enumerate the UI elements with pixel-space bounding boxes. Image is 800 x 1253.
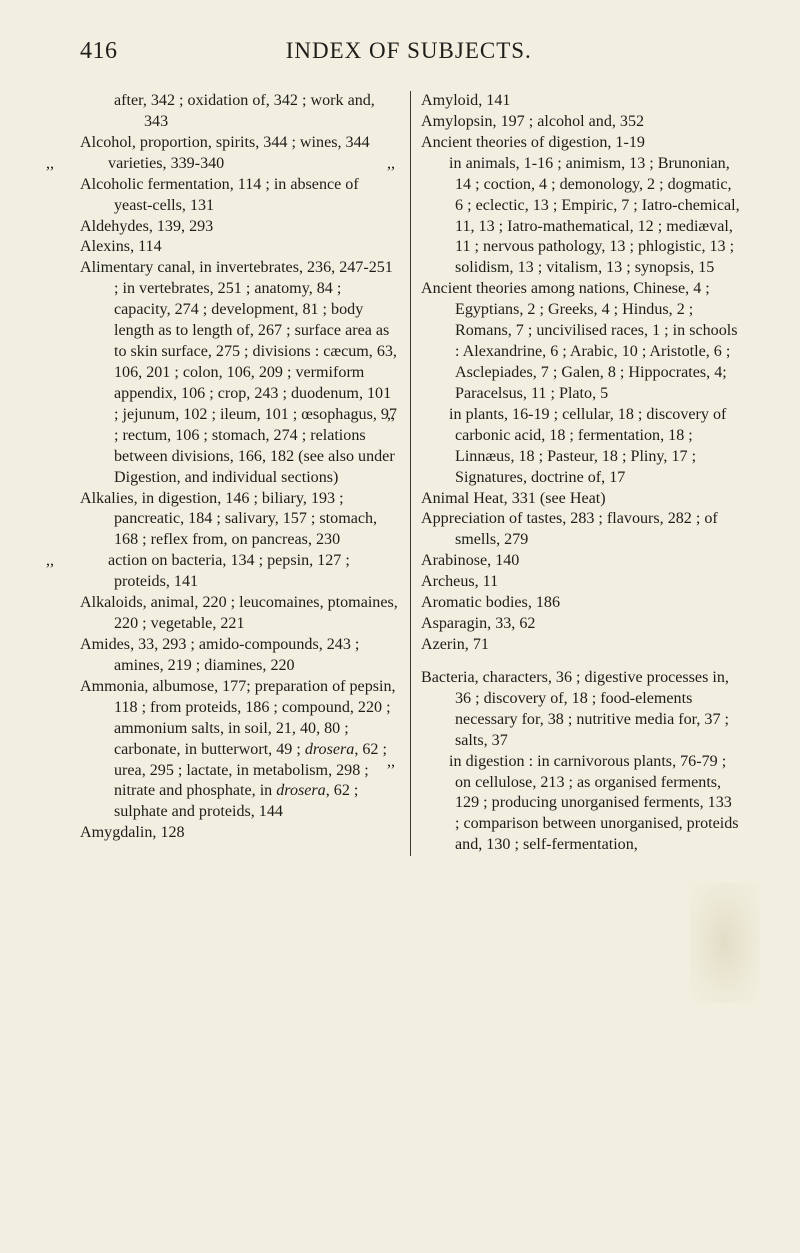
- index-entry: Alkalies, in digestion, 146 ; biliary, 1…: [80, 489, 399, 552]
- index-entry: Aromatic bodies, 186: [421, 593, 740, 614]
- index-entry: ,, in animals, 1-16 ; animism, 13 ; Brun…: [421, 154, 740, 280]
- index-entry: ,, varieties, 339-340: [80, 154, 399, 175]
- index-entry: after, 342 ; oxidation of, 342 ; work an…: [80, 91, 399, 133]
- index-entry: Alimentary canal, in invertebrates, 236,…: [80, 258, 399, 488]
- index-entry: Alexins, 114: [80, 237, 399, 258]
- index-entry: Ammonia, albumose, 177; preparation of p…: [80, 677, 399, 823]
- index-entry: Ancient theories among nations, Chinese,…: [421, 279, 740, 405]
- index-columns: after, 342 ; oxidation of, 342 ; work an…: [80, 91, 740, 856]
- index-entry: Alcohol, proportion, spirits, 344 ; wine…: [80, 133, 399, 154]
- page-heading: INDEX OF SUBJECTS.: [118, 38, 701, 64]
- page-header: 416 INDEX OF SUBJECTS.: [80, 38, 740, 65]
- index-entry: Appreciation of tastes, 283 ; flavours, …: [421, 509, 740, 551]
- paper-stain: [690, 883, 760, 1003]
- index-entry: Amides, 33, 293 ; amido-compounds, 243 ;…: [80, 635, 399, 677]
- index-entry: Arabinose, 140: [421, 551, 740, 572]
- index-entry: ,, action on bacteria, 134 ; pepsin, 127…: [80, 551, 399, 593]
- index-entry: Amygdalin, 128: [80, 823, 399, 844]
- index-entry: ,, in plants, 16-19 ; cellular, 18 ; dis…: [421, 405, 740, 489]
- index-entry: Amyloid, 141: [421, 91, 740, 112]
- index-entry: Animal Heat, 331 (see Heat): [421, 489, 740, 510]
- index-entry: [421, 656, 740, 668]
- index-entry: Aldehydes, 139, 293: [80, 217, 399, 238]
- index-entry: Bacteria, characters, 36 ; digestive pro…: [421, 668, 740, 752]
- page-number: 416: [80, 38, 118, 65]
- index-entry: Archeus, 11: [421, 572, 740, 593]
- index-entry: Asparagin, 33, 62: [421, 614, 740, 635]
- index-entry: Azerin, 71: [421, 635, 740, 656]
- index-entry: Ancient theories of digestion, 1-19: [421, 133, 740, 154]
- index-entry: Alkaloids, animal, 220 ; leucomaines, pt…: [80, 593, 399, 635]
- index-entry: Alcoholic fermentation, 114 ; in absence…: [80, 175, 399, 217]
- page: 416 INDEX OF SUBJECTS. after, 342 ; oxid…: [0, 0, 800, 1253]
- index-entry: Amylopsin, 197 ; alcohol and, 352: [421, 112, 740, 133]
- index-entry: ,, in digestion : in carnivorous plants,…: [421, 752, 740, 857]
